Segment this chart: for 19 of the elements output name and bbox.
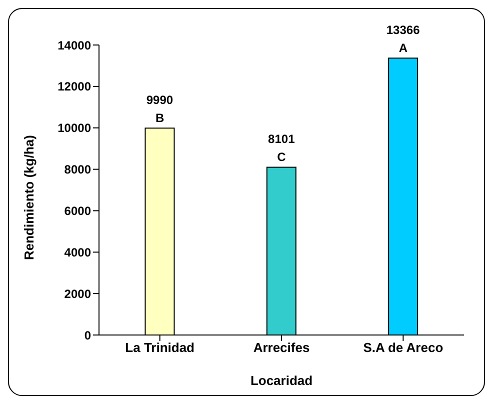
y-tick-label: 12000 (58, 80, 92, 94)
y-tick-label: 6000 (64, 204, 92, 218)
y-tick-label: 2000 (64, 286, 92, 301)
data-label: 13366 (386, 23, 420, 38)
x-tick-label: S.A de Areco (363, 340, 444, 356)
y-tick-label: 0 (84, 328, 92, 342)
data-label: 9990 (146, 93, 174, 108)
y-tick-label: 14000 (58, 38, 92, 52)
annotation: A (398, 41, 408, 56)
data-label: 8101 (268, 132, 296, 146)
x-tick-label: Arrecifes (253, 340, 310, 356)
y-tick-label: 4000 (64, 245, 92, 260)
annotation: B (155, 111, 164, 126)
annotation: C (277, 150, 286, 164)
y-axis-title: Rendimiento (kg/ha) (22, 135, 37, 260)
x-tick-label: La Trinidad (125, 340, 195, 356)
y-tick-label: 8000 (64, 162, 92, 177)
x-axis-title: Locaridad (250, 373, 313, 388)
y-tick-label: 10000 (58, 121, 92, 136)
